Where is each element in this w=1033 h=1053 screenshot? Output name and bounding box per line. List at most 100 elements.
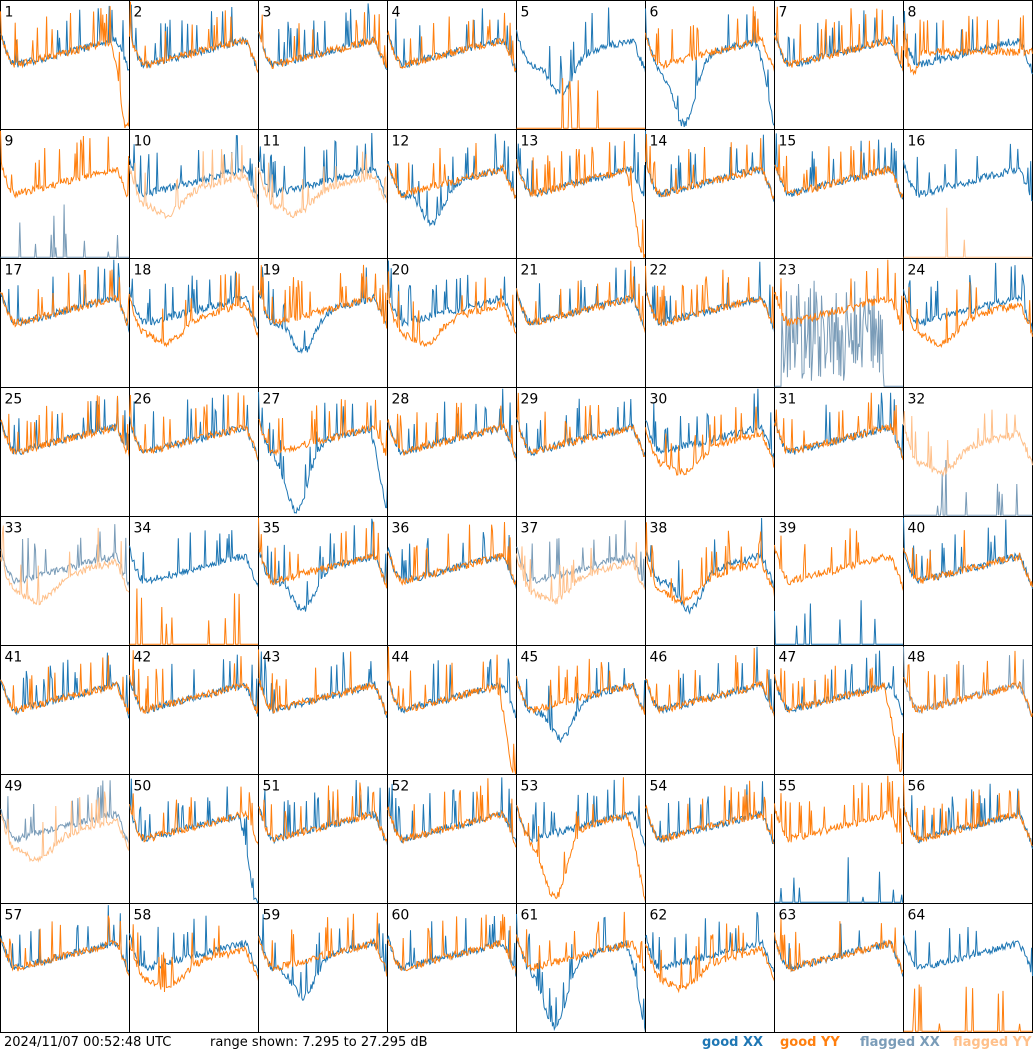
panel-24: 24	[903, 258, 1033, 388]
panel-frame	[903, 0, 1033, 130]
series-xx-line	[258, 518, 388, 612]
panel-frame	[774, 903, 904, 1033]
panel-label: 26	[134, 392, 152, 408]
series-yy-line	[258, 151, 388, 219]
panel-label: 45	[521, 650, 539, 666]
panel-frame	[0, 774, 130, 904]
panel-label: 4	[392, 5, 401, 21]
panel-27: 27	[258, 387, 388, 517]
panel-label: 31	[779, 392, 797, 408]
panel-label: 1	[5, 5, 14, 21]
panel-2: 2	[129, 0, 259, 130]
panel-label: 11	[263, 134, 281, 150]
panel-label: 38	[650, 521, 668, 537]
panel-17: 17	[0, 258, 130, 388]
series-xx-line	[774, 392, 904, 460]
series-yy-line	[258, 782, 388, 844]
series-yy-line	[258, 12, 388, 69]
legend-flagged-yy: flagged YY	[953, 1035, 1032, 1050]
panel-label: 49	[5, 779, 23, 795]
panel-7: 7	[774, 0, 904, 130]
series-xx-line	[774, 280, 904, 387]
series-yy-line	[516, 542, 646, 606]
panel-label: 15	[779, 134, 797, 150]
panel-52: 52	[387, 774, 517, 904]
series-yy-line	[774, 775, 904, 845]
series-xx-line	[258, 779, 388, 846]
legend-good-yy: good YY	[780, 1035, 840, 1050]
panel-label: 35	[263, 521, 281, 537]
series-xx-line	[516, 7, 646, 96]
series-yy-line	[258, 264, 388, 330]
series-yy-line	[903, 650, 1033, 718]
series-yy-line	[903, 775, 1033, 847]
series-yy-line	[516, 911, 646, 972]
panel-40: 40	[903, 516, 1033, 646]
panel-label: 8	[908, 5, 917, 21]
series-yy-line	[129, 392, 259, 460]
series-yy-line	[387, 778, 517, 848]
panel-51: 51	[258, 774, 388, 904]
series-xx-line	[387, 260, 517, 328]
series-yy-line	[774, 917, 904, 975]
panel-label: 10	[134, 134, 152, 150]
panel-label: 12	[392, 134, 410, 150]
series-yy-line	[774, 665, 904, 773]
panel-10: 10	[129, 129, 259, 259]
series-xx-line	[516, 266, 646, 330]
series-yy-line	[387, 646, 517, 775]
panel-36: 36	[387, 516, 517, 646]
legend-good-xx: good XX	[702, 1035, 764, 1050]
panel-11: 11	[258, 129, 388, 259]
series-yy-line	[903, 15, 1033, 76]
panel-64: 64	[903, 903, 1033, 1033]
series-xx-line	[387, 915, 517, 978]
panel-label: 62	[650, 908, 668, 924]
panel-35: 35	[258, 516, 388, 646]
panel-label: 61	[521, 908, 539, 924]
series-yy-line	[645, 6, 775, 72]
panel-label: 20	[392, 263, 410, 279]
panel-label: 41	[5, 650, 23, 666]
panel-label: 2	[134, 5, 143, 21]
series-yy-line	[258, 912, 388, 977]
panel-frame	[387, 258, 517, 388]
panel-41: 41	[0, 645, 130, 775]
panel-label: 19	[263, 263, 281, 279]
panel-63: 63	[774, 903, 904, 1033]
panel-54: 54	[645, 774, 775, 904]
series-yy-line	[129, 1, 259, 74]
panel-label: 46	[650, 650, 668, 666]
panel-frame	[258, 0, 388, 130]
series-xx-line	[0, 524, 130, 589]
panel-43: 43	[258, 645, 388, 775]
panel-20: 20	[387, 258, 517, 388]
panel-13: 13	[516, 129, 646, 259]
panel-25: 25	[0, 387, 130, 517]
panel-label: 7	[779, 5, 788, 21]
series-yy-line	[516, 658, 646, 715]
series-yy-line	[774, 6, 904, 71]
panel-label: 9	[5, 134, 14, 150]
panel-62: 62	[645, 903, 775, 1033]
series-yy-line	[645, 406, 775, 476]
panel-label: 33	[5, 521, 23, 537]
series-xx-line	[903, 926, 1033, 977]
series-xx-line	[516, 913, 646, 1033]
panel-6: 6	[645, 0, 775, 130]
series-yy-line	[645, 647, 775, 718]
panel-14: 14	[645, 129, 775, 259]
series-yy-line	[129, 145, 259, 220]
series-yy-line	[258, 517, 388, 589]
panel-label: 21	[521, 263, 539, 279]
panel-label: 44	[392, 650, 410, 666]
series-xx-line	[129, 135, 259, 203]
series-yy-line	[645, 133, 775, 201]
panel-label: 50	[134, 779, 152, 795]
panel-12: 12	[387, 129, 517, 259]
series-yy-line	[903, 282, 1033, 348]
series-xx-line	[903, 459, 1033, 516]
panel-label: 55	[779, 779, 797, 795]
legend-flagged-xx: flagged XX	[860, 1035, 940, 1050]
panel-46: 46	[645, 645, 775, 775]
